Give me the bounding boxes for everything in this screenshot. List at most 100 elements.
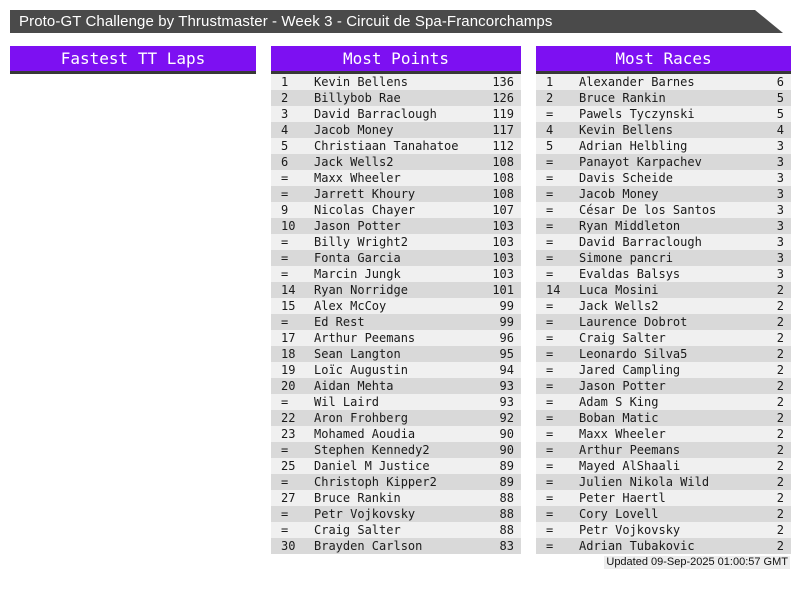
row-rank: 18	[281, 347, 296, 361]
row-value: 103	[492, 267, 514, 281]
row-rank: 15	[281, 299, 296, 313]
row-name: Peter Haertl	[579, 491, 666, 505]
section-fastest-tt-laps: Fastest TT Laps	[10, 46, 256, 74]
section-header-most-points: Most Points	[271, 46, 521, 74]
table-row: = Pawels Tyczynski 5	[536, 106, 791, 122]
row-name: Maxx Wheeler	[314, 171, 401, 185]
table-row: 9 Nicolas Chayer 107	[271, 202, 521, 218]
row-value: 103	[492, 251, 514, 265]
row-value: 112	[492, 139, 514, 153]
table-row: 17 Arthur Peemans 96	[271, 330, 521, 346]
row-value: 93	[499, 395, 514, 409]
row-rank: =	[281, 507, 289, 521]
row-name: Mayed AlShaali	[579, 459, 681, 473]
row-value: 2	[776, 523, 784, 537]
table-row: 19 Loïc Augustin 94	[271, 362, 521, 378]
table-row: = Stephen Kennedy2 90	[271, 442, 521, 458]
row-name: Alexander Barnes	[579, 75, 695, 89]
row-name: Jarrett Khoury	[314, 187, 416, 201]
row-name: Boban Matic	[579, 411, 659, 425]
row-rank: =	[546, 251, 554, 265]
table-row: = Fonta Garcia 103	[271, 250, 521, 266]
row-rank: =	[546, 411, 554, 425]
table-row: 25 Daniel M Justice 89	[271, 458, 521, 474]
row-value: 92	[499, 411, 514, 425]
row-value: 2	[776, 491, 784, 505]
row-name: Craig Salter	[579, 331, 666, 345]
row-name: Bruce Rankin	[314, 491, 401, 505]
row-name: Aidan Mehta	[314, 379, 394, 393]
row-value: 2	[776, 379, 784, 393]
row-name: Daniel M Justice	[314, 459, 430, 473]
table-row: = Jason Potter 2	[536, 378, 791, 394]
table-row: = Christoph Kipper2 89	[271, 474, 521, 490]
row-rank: 5	[546, 139, 554, 153]
row-value: 2	[776, 315, 784, 329]
row-value: 90	[499, 427, 514, 441]
row-value: 3	[776, 171, 784, 185]
row-name: Marcin Jungk	[314, 267, 401, 281]
row-name: Alex McCoy	[314, 299, 387, 313]
row-value: 119	[492, 107, 514, 121]
row-rank: =	[281, 315, 289, 329]
row-name: David Barraclough	[579, 235, 702, 249]
row-rank: 19	[281, 363, 296, 377]
row-value: 108	[492, 187, 514, 201]
row-rank: =	[546, 299, 554, 313]
row-value: 2	[776, 507, 784, 521]
table-row: 5 Christiaan Tanahatoe 112	[271, 138, 521, 154]
row-value: 3	[776, 251, 784, 265]
table-row: = Marcin Jungk 103	[271, 266, 521, 282]
table-row: 5 Adrian Helbling 3	[536, 138, 791, 154]
row-name: Luca Mosini	[579, 283, 659, 297]
table-row: 15 Alex McCoy 99	[271, 298, 521, 314]
table-row: = Mayed AlShaali 2	[536, 458, 791, 474]
row-name: Kevin Bellens	[314, 75, 408, 89]
row-rank: =	[546, 395, 554, 409]
row-value: 5	[776, 91, 784, 105]
table-row: = Adrian Tubakovic 2	[536, 538, 791, 554]
row-value: 88	[499, 507, 514, 521]
row-value: 3	[776, 219, 784, 233]
row-rank: =	[546, 539, 554, 553]
row-value: 89	[499, 459, 514, 473]
row-name: Wil Laird	[314, 395, 380, 409]
row-name: Maxx Wheeler	[579, 427, 666, 441]
row-value: 2	[776, 475, 784, 489]
row-rank: =	[546, 491, 554, 505]
row-name: Fonta Garcia	[314, 251, 401, 265]
table-row: = Ed Rest 99	[271, 314, 521, 330]
row-name: Cory Lovell	[579, 507, 659, 521]
row-rank: 30	[281, 539, 296, 553]
row-rank: =	[546, 219, 554, 233]
table-row: = Laurence Dobrot 2	[536, 314, 791, 330]
row-rank: 6	[281, 155, 289, 169]
row-name: David Barraclough	[314, 107, 437, 121]
row-value: 136	[492, 75, 514, 89]
row-value: 95	[499, 347, 514, 361]
row-value: 2	[776, 347, 784, 361]
row-rank: 5	[281, 139, 289, 153]
row-value: 89	[499, 475, 514, 489]
row-value: 117	[492, 123, 514, 137]
row-rank: 4	[281, 123, 289, 137]
row-name: Billy Wright2	[314, 235, 408, 249]
row-rank: 25	[281, 459, 296, 473]
row-rank: 20	[281, 379, 296, 393]
row-rank: 4	[546, 123, 554, 137]
row-value: 3	[776, 235, 784, 249]
row-value: 101	[492, 283, 514, 297]
row-name: Bruce Rankin	[579, 91, 666, 105]
row-rank: =	[546, 155, 554, 169]
section-most-points: Most Points 1 Kevin Bellens 136 2 Billybob R…	[271, 46, 521, 554]
table-row: 18 Sean Langton 95	[271, 346, 521, 362]
row-rank: =	[546, 459, 554, 473]
row-name: Brayden Carlson	[314, 539, 423, 553]
table-row: 4 Kevin Bellens 4	[536, 122, 791, 138]
table-row: = Maxx Wheeler 2	[536, 426, 791, 442]
row-value: 3	[776, 267, 784, 281]
row-value: 99	[499, 315, 514, 329]
table-row: 2 Billybob Rae 126	[271, 90, 521, 106]
row-value: 96	[499, 331, 514, 345]
table-row: 22 Aron Frohberg 92	[271, 410, 521, 426]
